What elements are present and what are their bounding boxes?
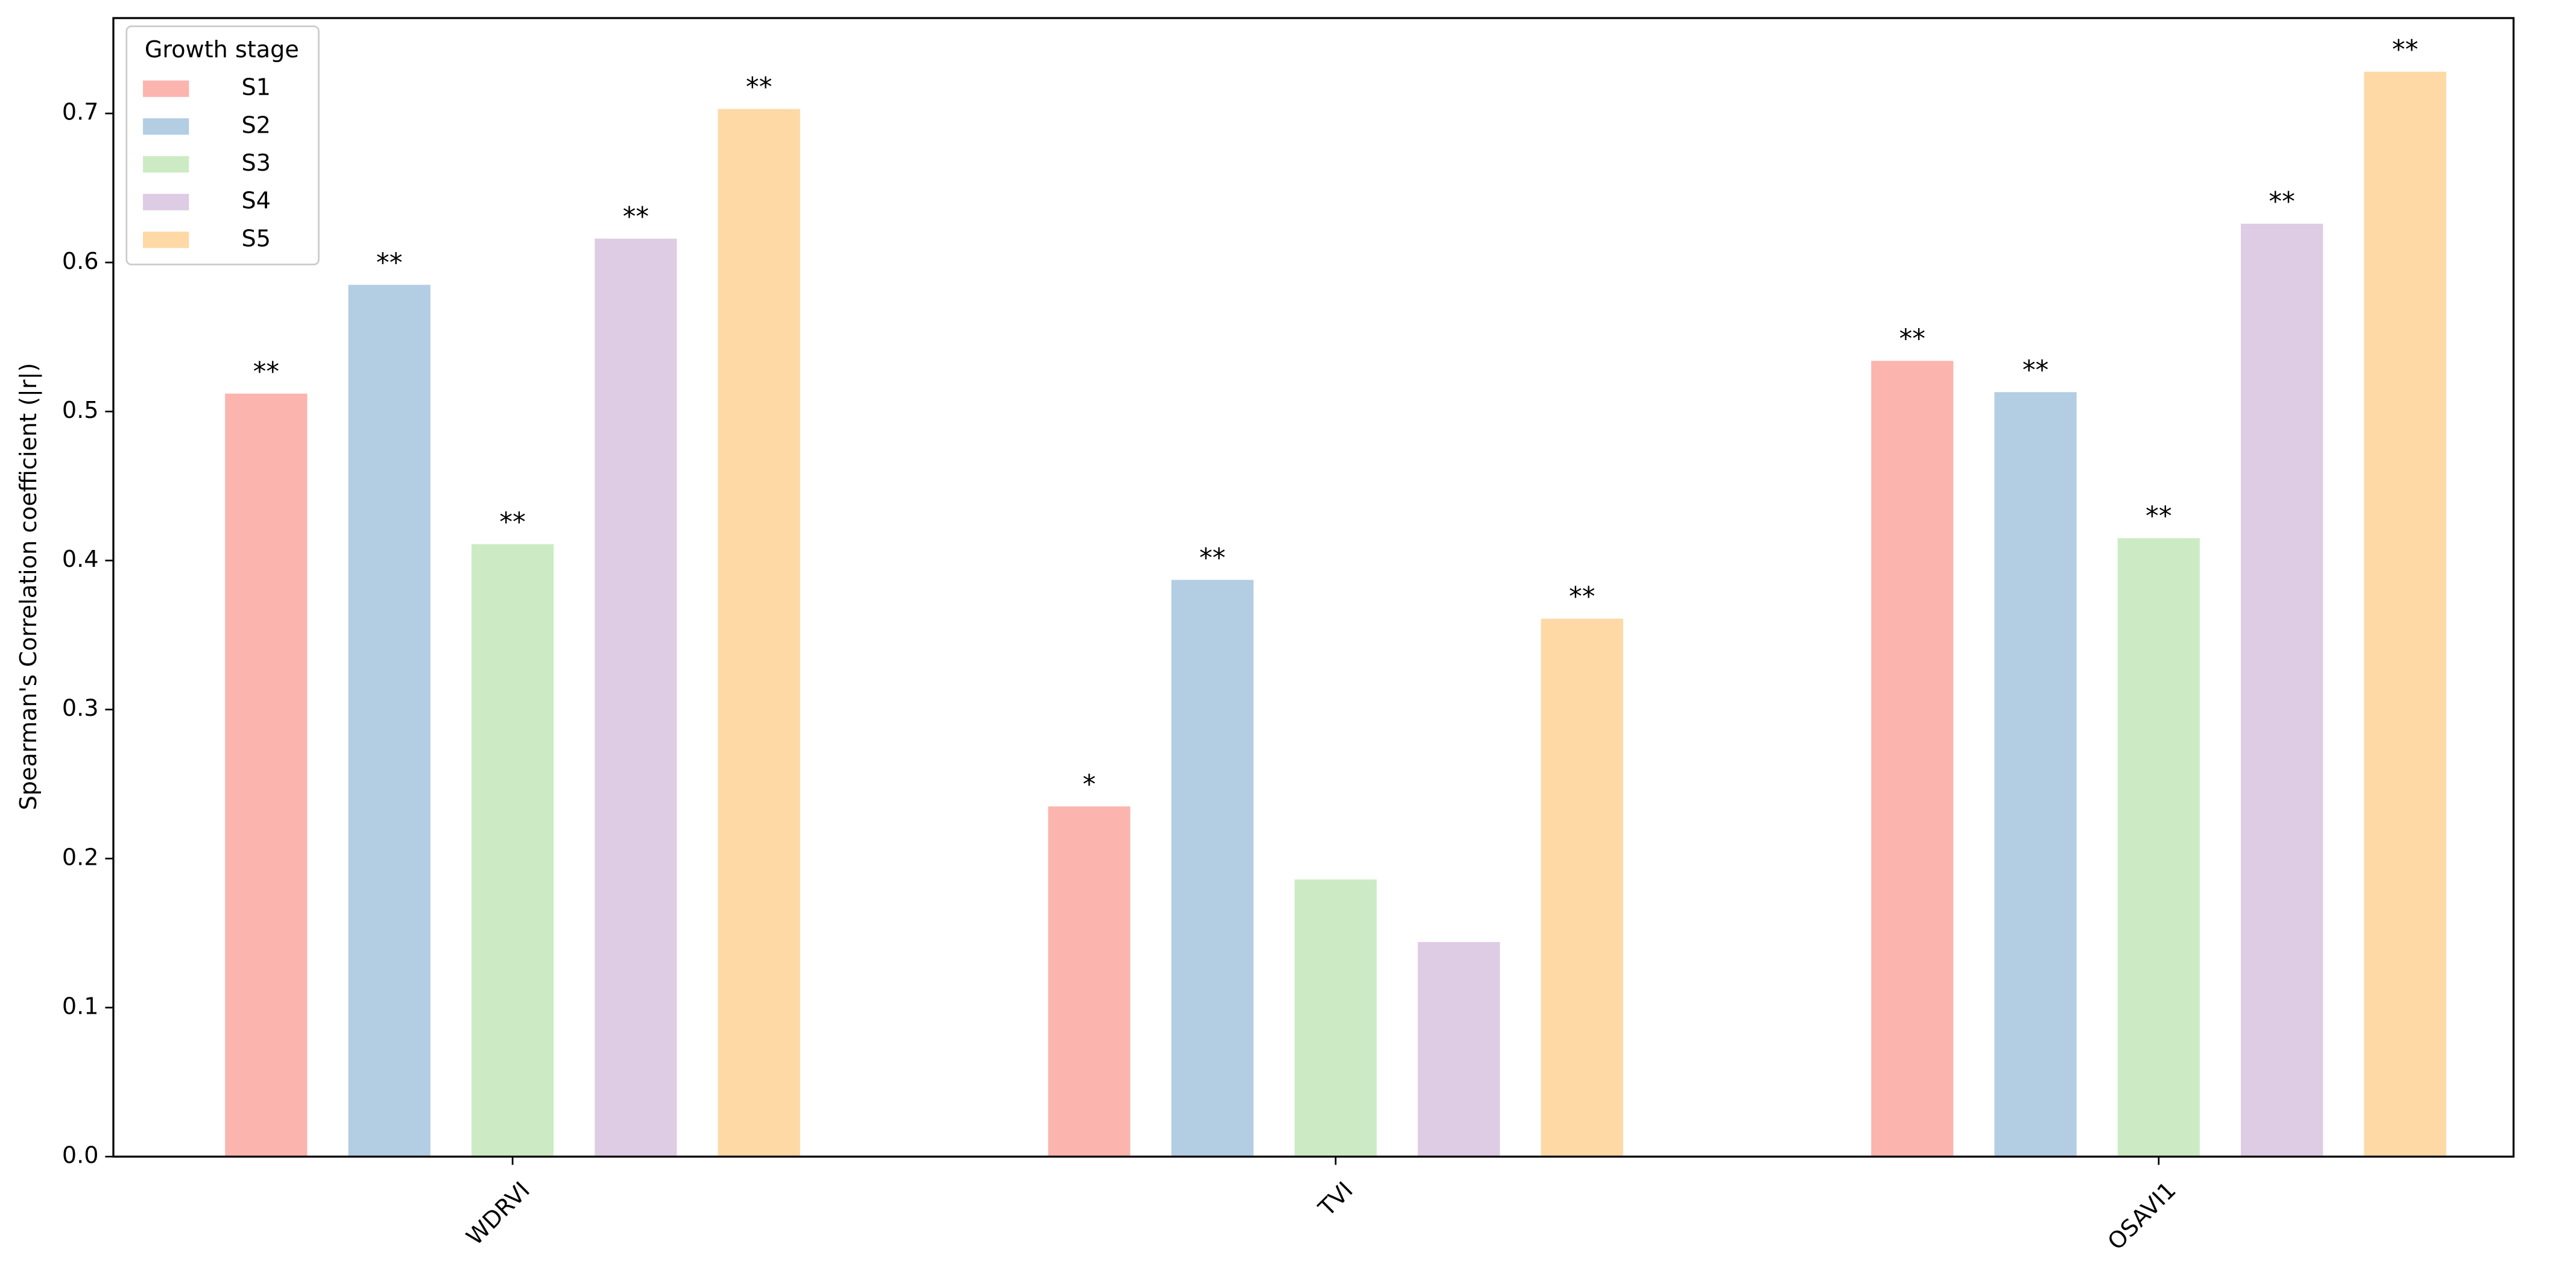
- plot-frame: [112, 17, 2515, 1158]
- bar-annotation: **: [2022, 355, 2049, 385]
- bar-annotation: **: [1199, 543, 1226, 573]
- legend-label: S1: [242, 74, 271, 101]
- bar-annotation: **: [2145, 502, 2172, 532]
- legend-swatch: [143, 194, 189, 210]
- legend-swatch: [143, 118, 189, 135]
- bar: [471, 544, 554, 1157]
- bar-annotation: **: [746, 72, 772, 103]
- y-tick-label: 0.6: [62, 248, 99, 274]
- bar: [595, 238, 677, 1157]
- x-tick-label: TVI: [1313, 1177, 1358, 1222]
- legend-label: S4: [242, 188, 271, 214]
- y-tick-label: 0.7: [62, 99, 99, 125]
- x-tick-label: OSAVI1: [2103, 1177, 2181, 1255]
- bar-annotation: *: [1082, 769, 1096, 800]
- y-axis-label: Spearman's Correlation coefficient (|r|): [15, 363, 42, 810]
- y-tick-label: 0.2: [62, 844, 99, 870]
- bar: [2364, 71, 2446, 1157]
- bar: [1294, 879, 1377, 1157]
- legend-swatch: [143, 232, 189, 248]
- legend-title: Growth stage: [145, 36, 299, 63]
- bar: [2241, 224, 2323, 1157]
- bar-annotation: **: [623, 202, 649, 232]
- bar: [225, 393, 308, 1157]
- bar-annotation: **: [376, 248, 403, 279]
- y-tick-label: 0.4: [62, 546, 99, 572]
- bar: [718, 109, 800, 1157]
- bar-annotation: **: [253, 357, 280, 387]
- legend-label: S2: [242, 112, 271, 138]
- bar: [1541, 618, 1623, 1157]
- legend-label: S5: [242, 225, 271, 251]
- bar: [348, 285, 431, 1157]
- y-tick-label: 0.0: [62, 1142, 99, 1169]
- bar-annotation: **: [1899, 324, 1926, 355]
- legend-swatch: [143, 156, 189, 173]
- bar-annotation: **: [499, 508, 526, 538]
- y-tick-label: 0.5: [62, 397, 99, 423]
- legend-swatch: [143, 80, 189, 97]
- bar: [1171, 580, 1254, 1157]
- bar: [1048, 806, 1131, 1157]
- y-tick-label: 0.3: [62, 695, 99, 721]
- y-tick-label: 0.1: [62, 993, 99, 1019]
- bar-annotation: **: [2269, 187, 2296, 217]
- bar: [1871, 361, 1954, 1157]
- legend: Growth stage S1 S2 S3 S4 S5: [125, 25, 320, 265]
- x-tick-label: WDRVI: [461, 1177, 535, 1250]
- bar: [2117, 538, 2200, 1157]
- legend-label: S3: [242, 150, 271, 176]
- bar: [1994, 392, 2077, 1157]
- bar: [1418, 942, 1500, 1157]
- bar-annotation: **: [2392, 35, 2419, 65]
- bar-annotation: **: [1569, 582, 1596, 612]
